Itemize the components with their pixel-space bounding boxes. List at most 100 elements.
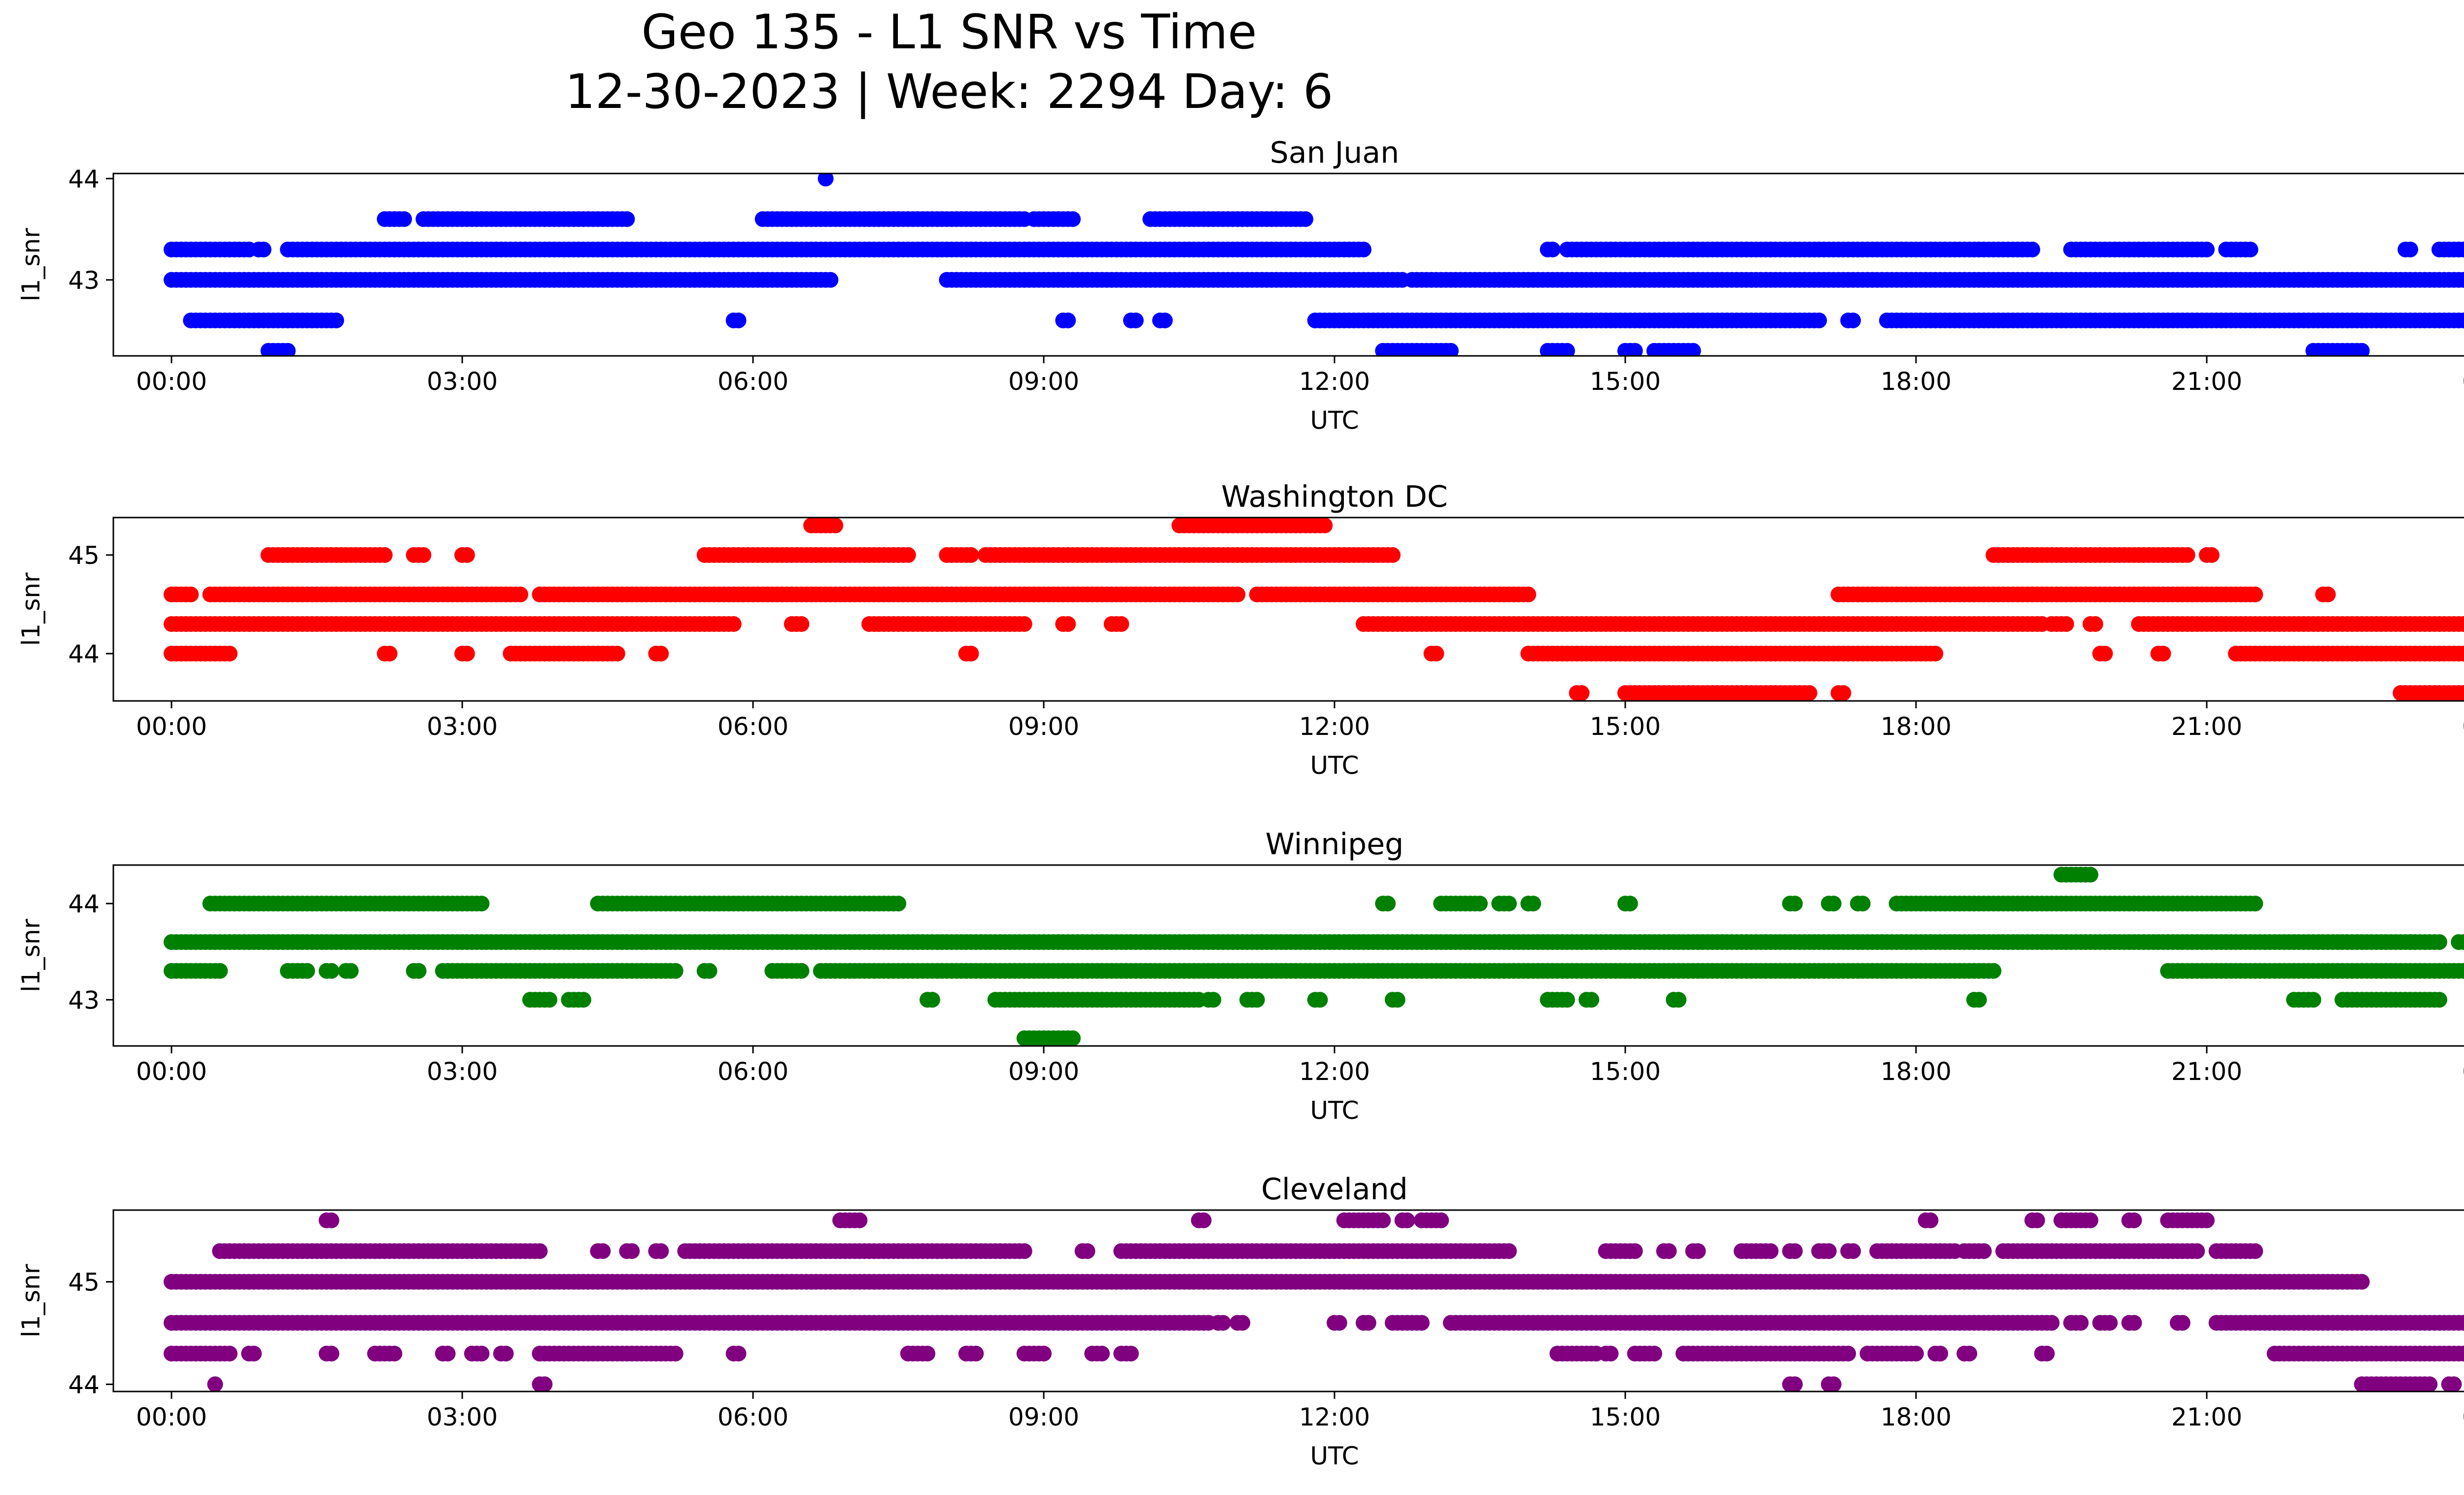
x-tick-label: 03:00 <box>427 367 498 396</box>
data-point <box>1690 1243 1706 1259</box>
data-point <box>1312 992 1328 1008</box>
data-point <box>1501 1243 1517 1259</box>
data-point <box>1661 1243 1677 1259</box>
data-point <box>1976 1243 1992 1259</box>
y-tick-label: 45 <box>68 541 100 570</box>
data-point <box>2461 964 2464 977</box>
data-point <box>459 547 475 563</box>
data-point <box>1234 1315 1251 1331</box>
data-point <box>1845 1243 1861 1259</box>
data-point <box>1583 992 1600 1008</box>
data-point <box>222 646 238 661</box>
data-point <box>667 963 684 979</box>
y-tick-label: 44 <box>68 165 100 193</box>
data-point <box>924 992 940 1008</box>
data-point <box>2083 867 2098 883</box>
data-point <box>2461 243 2464 256</box>
x-tick-label: 03:00 <box>427 712 498 741</box>
data-point <box>1230 587 1246 602</box>
data-point <box>1622 896 1638 912</box>
data-point <box>701 963 718 979</box>
data-point <box>299 963 315 979</box>
data-point <box>1414 1315 1430 1331</box>
data-point <box>653 1243 669 1259</box>
x-axis-label: UTC <box>1310 751 1359 780</box>
x-tick-label: 03:00 <box>427 1057 498 1086</box>
subplot-4: 00:00 03:00 06:00 09:00 12:00 15:00 18:00 21:00… <box>17 1172 2464 1470</box>
data-point <box>1472 896 1488 912</box>
data-point <box>1205 992 1222 1008</box>
data-point <box>1927 646 1944 661</box>
data-point <box>1845 313 1861 329</box>
data-point <box>1559 992 1575 1008</box>
data-point <box>1443 343 1459 356</box>
data-point <box>342 963 359 979</box>
y-axis-label: l1_snr <box>17 572 45 646</box>
data-point <box>1065 1030 1081 1046</box>
data-point <box>2461 647 2464 661</box>
data-point <box>1317 518 1333 533</box>
data-point <box>2024 242 2040 258</box>
data-point <box>827 518 844 533</box>
x-tick-label: 15:00 <box>1590 367 1661 396</box>
x-tick-label: 21:00 <box>2171 712 2242 741</box>
data-point <box>2247 1243 2263 1259</box>
data-point <box>818 174 834 187</box>
data-point <box>1360 1315 1376 1331</box>
data-point <box>1544 242 1561 258</box>
y-tick-label: 44 <box>68 890 100 918</box>
data-point <box>793 963 810 979</box>
data-point <box>1801 685 1817 701</box>
data-point <box>280 343 296 356</box>
data-point <box>2029 1212 2045 1228</box>
data-point <box>1574 685 1590 701</box>
y-axis-label: l1_snr <box>17 919 45 992</box>
y-tick-label: 43 <box>68 986 100 1014</box>
x-tick-label: 18:00 <box>1881 712 1951 741</box>
subplot-2: 00:00 03:00 06:00 09:00 12:00 15:00 18:00 21:00… <box>17 480 2464 780</box>
data-point <box>2247 587 2263 602</box>
data-point <box>183 587 199 602</box>
data-point <box>323 963 340 979</box>
subplot-title: Washington DC <box>1221 480 1448 514</box>
data-point <box>2083 1212 2098 1228</box>
data-point <box>1685 343 1701 356</box>
figure-title-line1: Geo 135 - L1 SNR vs Time <box>642 4 1257 60</box>
data-point <box>1079 1243 1095 1259</box>
data-point <box>1428 646 1444 661</box>
data-point <box>212 963 228 979</box>
data-point <box>323 1212 340 1228</box>
x-tick-label: 09:00 <box>1008 1057 1079 1086</box>
data-point <box>1763 1243 1779 1259</box>
data-point <box>653 646 669 661</box>
data-point <box>2189 1243 2205 1259</box>
data-point <box>963 547 979 563</box>
data-point <box>2087 616 2103 632</box>
data-point <box>1113 616 1129 632</box>
data-point <box>2305 992 2322 1008</box>
data-point <box>1331 1315 1347 1331</box>
x-tick-label: 00:00 <box>2462 1057 2464 1086</box>
data-point <box>1825 896 1842 912</box>
x-tick-label: 09:00 <box>1008 712 1079 741</box>
data-point <box>1399 1212 1415 1228</box>
data-point <box>396 211 412 227</box>
data-point <box>2155 646 2171 661</box>
x-tick-label: 00:00 <box>2462 367 2464 396</box>
data-point <box>2461 617 2464 631</box>
data-point <box>411 963 427 979</box>
data-point <box>1671 992 1687 1008</box>
data-point <box>2247 896 2263 912</box>
data-point <box>1787 1243 1803 1259</box>
data-point <box>459 646 475 661</box>
data-point <box>1559 343 1575 356</box>
data-point <box>1922 1212 1939 1228</box>
data-point <box>1854 896 1871 912</box>
data-point <box>532 1243 548 1259</box>
x-tick-label: 18:00 <box>1881 1057 1951 1086</box>
data-point <box>376 547 393 563</box>
data-point <box>2320 587 2336 602</box>
data-point <box>1627 343 1643 356</box>
subplot-3: 00:00 03:00 06:00 09:00 12:00 15:00 18:00 21:00… <box>17 827 2464 1125</box>
data-point <box>2199 242 2215 258</box>
